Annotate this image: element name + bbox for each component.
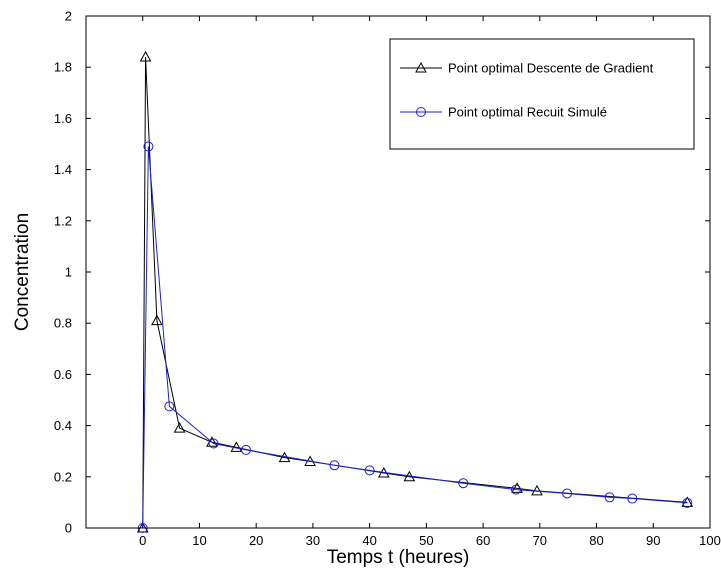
data-point — [164, 401, 175, 412]
series-1 — [137, 141, 693, 533]
data-point — [240, 444, 251, 455]
data-point — [511, 482, 523, 493]
data-point — [458, 478, 469, 489]
data-point — [173, 422, 186, 433]
y-tick-label: 1.8 — [54, 60, 72, 75]
y-tick-label: 2 — [65, 9, 72, 24]
x-tick-label: 70 — [533, 533, 547, 548]
y-tick-label: 1.2 — [54, 213, 72, 228]
y-axis-label: Concentration — [12, 213, 33, 331]
data-point — [562, 488, 573, 499]
y-tick-label: 0.6 — [54, 367, 72, 382]
series-line — [142, 56, 688, 529]
x-tick-label: 60 — [476, 533, 490, 548]
x-tick-label: 90 — [646, 533, 660, 548]
y-tick-label: 1.4 — [54, 162, 72, 177]
x-tick-label: 50 — [419, 533, 433, 548]
y-tick-label: 0.4 — [54, 418, 72, 433]
plot-series — [136, 50, 694, 533]
axis-ticks: 0 10 20 30 40 50 60 70 80 90 100 0 0.2 0.4 0.6 0.8 1 1.2 1… — [54, 9, 721, 549]
data-point — [143, 141, 154, 152]
legend-box — [389, 38, 695, 150]
data-point — [510, 484, 521, 495]
data-point — [627, 493, 638, 504]
x-tick-label: 30 — [306, 533, 320, 548]
plot-area-frame — [85, 15, 711, 529]
data-point — [364, 465, 375, 476]
y-tick-label: 0.2 — [54, 469, 72, 484]
legend-label: Point optimal Descente de Gradient — [448, 61, 654, 76]
legend: Point optimal Descente de Gradient Point … — [389, 38, 695, 150]
data-point — [230, 441, 243, 452]
x-tick-label: 0 — [139, 533, 146, 548]
series-line — [142, 146, 688, 529]
y-tick-label: 0 — [65, 521, 72, 536]
legend-label: Point optimal Recuit Simulé — [448, 105, 607, 120]
x-tick-label: 20 — [249, 533, 263, 548]
x-tick-label: 10 — [192, 533, 206, 548]
data-point — [151, 314, 163, 326]
x-tick-label: 80 — [589, 533, 603, 548]
x-tick-label: 100 — [699, 533, 721, 548]
data-point — [682, 497, 693, 508]
data-point — [531, 484, 543, 496]
x-tick-label: 40 — [362, 533, 376, 548]
x-axis-label: Temps t (heures) — [327, 547, 470, 568]
data-point — [329, 460, 340, 471]
data-point — [139, 50, 152, 62]
data-point — [208, 438, 219, 449]
y-tick-label: 1.6 — [54, 111, 72, 126]
y-tick-label: 1 — [65, 265, 72, 280]
legend-triangle-marker — [415, 61, 427, 73]
data-point — [604, 492, 615, 503]
y-tick-label: 0.8 — [54, 316, 72, 331]
legend-circle-marker — [416, 107, 426, 117]
data-point — [681, 496, 694, 507]
